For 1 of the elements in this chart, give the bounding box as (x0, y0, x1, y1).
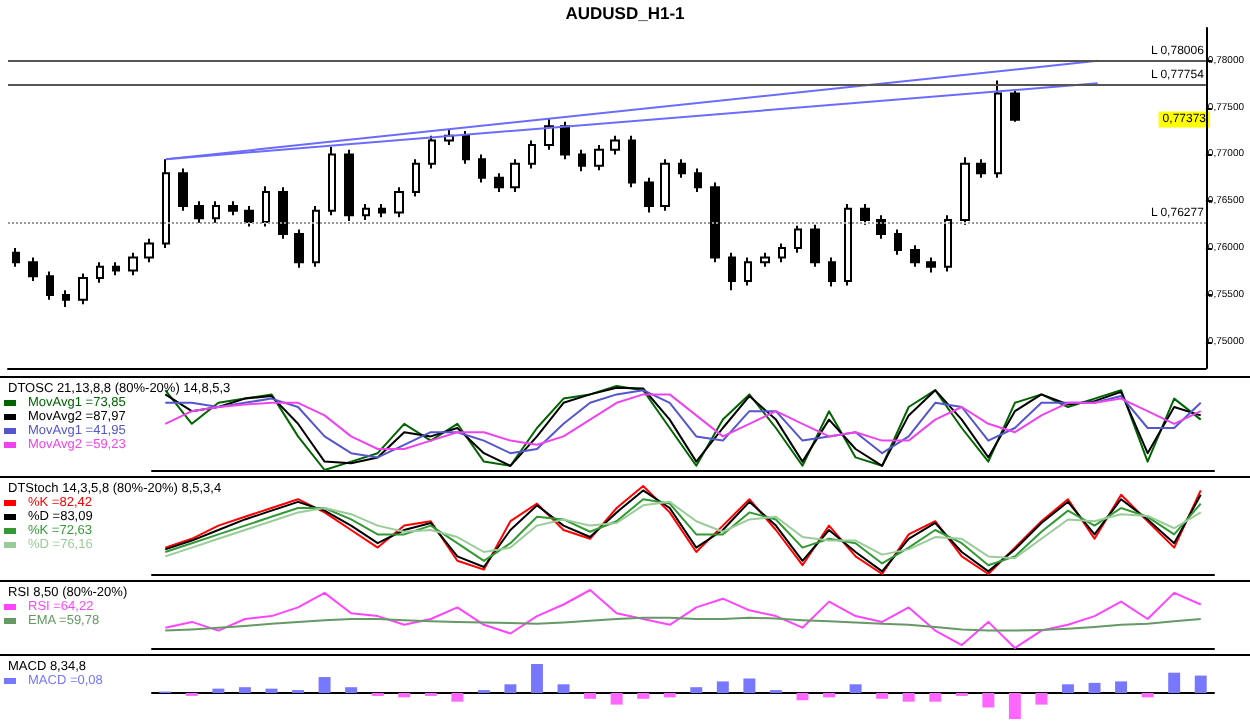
chart-title: AUDUSD_H1-1 (565, 3, 686, 23)
